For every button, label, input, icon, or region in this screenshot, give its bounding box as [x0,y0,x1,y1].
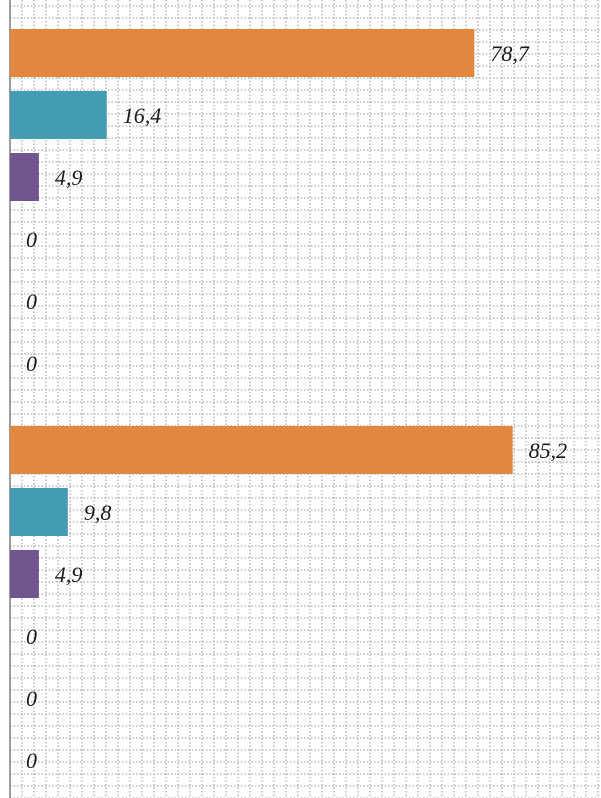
data-label-1-5: 0 [26,289,37,314]
bar-2-1 [10,426,513,474]
data-label-2-6: 0 [26,748,37,773]
data-labels: 78,7 16,4 4,9 0 0 0 85,2 9,8 4,9 0 0 0 [26,41,567,773]
bar-1-3 [10,153,39,201]
data-label-1-2: 16,4 [123,103,162,128]
data-label-2-5: 0 [26,686,37,711]
data-label-1-1: 78,7 [490,41,529,66]
bar-2-2 [10,488,68,536]
data-label-1-6: 0 [26,351,37,376]
data-label-2-2: 9,8 [84,500,112,525]
data-label-1-3: 4,9 [55,165,83,190]
bar-1-1 [10,29,475,77]
data-label-2-1: 85,2 [529,438,568,463]
data-label-2-4: 0 [26,624,37,649]
bar-2-3 [10,550,39,598]
data-label-2-3: 4,9 [55,562,83,587]
bar-series [10,29,513,598]
bar-1-2 [10,91,107,139]
data-label-1-4: 0 [26,227,37,252]
